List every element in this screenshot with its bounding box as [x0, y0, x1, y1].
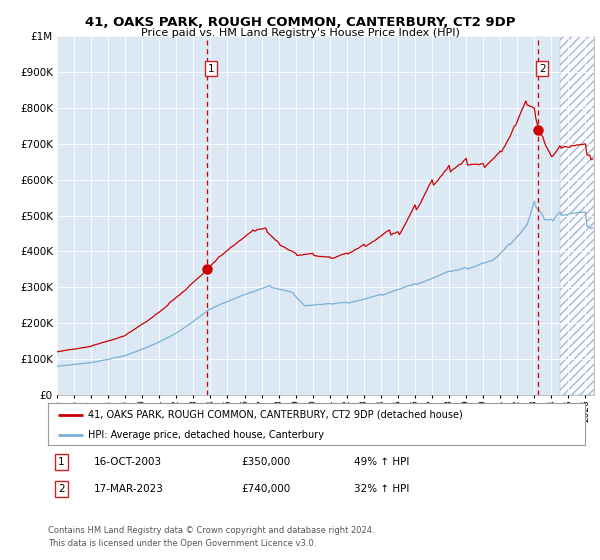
Text: HPI: Average price, detached house, Canterbury: HPI: Average price, detached house, Cant… — [88, 430, 324, 440]
Text: 1: 1 — [208, 64, 214, 74]
Text: 32% ↑ HPI: 32% ↑ HPI — [354, 484, 409, 493]
Text: 2: 2 — [539, 64, 545, 74]
Text: £350,000: £350,000 — [241, 457, 290, 467]
Text: 16-OCT-2003: 16-OCT-2003 — [94, 457, 162, 467]
Text: Contains HM Land Registry data © Crown copyright and database right 2024.
This d: Contains HM Land Registry data © Crown c… — [48, 526, 374, 548]
Text: 2: 2 — [58, 484, 65, 493]
Text: 41, OAKS PARK, ROUGH COMMON, CANTERBURY, CT2 9DP: 41, OAKS PARK, ROUGH COMMON, CANTERBURY,… — [85, 16, 515, 29]
Text: 41, OAKS PARK, ROUGH COMMON, CANTERBURY, CT2 9DP (detached house): 41, OAKS PARK, ROUGH COMMON, CANTERBURY,… — [88, 409, 463, 419]
Text: 1: 1 — [58, 457, 65, 467]
Text: £740,000: £740,000 — [241, 484, 290, 493]
Text: Price paid vs. HM Land Registry's House Price Index (HPI): Price paid vs. HM Land Registry's House … — [140, 28, 460, 38]
Text: 17-MAR-2023: 17-MAR-2023 — [94, 484, 164, 493]
Text: 49% ↑ HPI: 49% ↑ HPI — [354, 457, 409, 467]
